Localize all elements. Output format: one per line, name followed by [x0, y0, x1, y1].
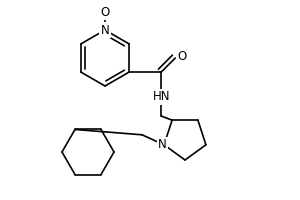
Text: O: O: [178, 49, 187, 62]
Text: O: O: [100, 5, 109, 19]
Text: N: N: [158, 138, 167, 151]
Text: N: N: [100, 23, 109, 36]
Text: HN: HN: [152, 90, 170, 104]
